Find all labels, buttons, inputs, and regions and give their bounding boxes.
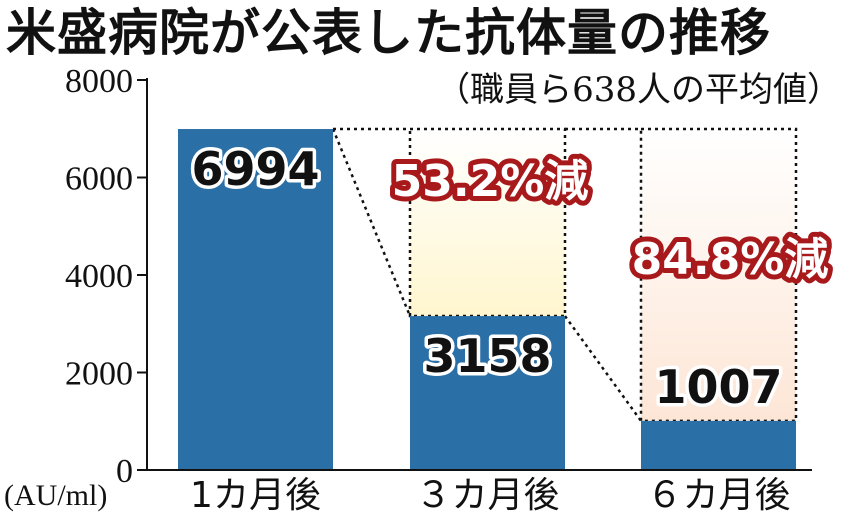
x-tick-label: ３カ月後 [415,475,559,516]
y-tick-label: 0 [116,453,133,490]
reduction-label: 84.8%減 [632,234,829,285]
connector-line [331,128,412,317]
y-tick-label: 8000 [65,63,133,100]
y-tick-label: 6000 [65,161,133,198]
chart-title: 米盛病院が公表した抗体量の推移 [6,4,771,62]
y-axis-unit: (AU/ml) [4,479,107,512]
bar [178,129,333,471]
bar [410,316,565,470]
reduction-region [639,127,798,423]
reduction-label: 53.2%減 [392,156,589,207]
x-tick-label: ６カ月後 [646,475,790,516]
data-label: 3158 [423,329,551,383]
data-label: 1007 [654,360,782,414]
y-tick-label: 4000 [65,258,133,295]
reduction-region [408,127,567,318]
connector-line [563,315,643,422]
y-tick-label: 2000 [65,356,133,393]
data-label: 6994 [191,142,319,196]
bar [641,420,796,470]
x-tick-label: 1カ月後 [190,475,321,516]
chart-subtitle: （職員ら638人の平均値） [436,70,841,110]
